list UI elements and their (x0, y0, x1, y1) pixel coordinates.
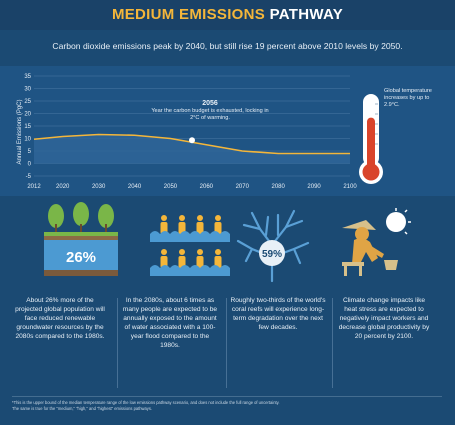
person-body (214, 256, 222, 268)
person-icon (215, 249, 221, 255)
y-tick-label: 10 (24, 137, 31, 143)
worker-heat-icon (342, 208, 411, 276)
y-tick-label: -5 (26, 174, 32, 180)
thermometer-text: Global temperature increases by up to 2.… (384, 88, 432, 108)
emissions-line (33, 133, 350, 155)
person-icon (197, 249, 203, 255)
y-tick-label: 5 (28, 149, 32, 155)
groundwater-percent-badge: 26% (66, 249, 96, 266)
coral-reef-icon: 59% (236, 209, 310, 283)
page-title: MEDIUM EMISSIONS PATHWAY (0, 0, 455, 30)
fact-flood-text: In the 2080s, about 6 times as many peop… (122, 297, 218, 349)
x-tick-label: 2090 (307, 184, 321, 190)
title-bar: MEDIUM EMISSIONS PATHWAY (0, 0, 455, 30)
y-tick-label: 25 (24, 99, 31, 105)
x-tick-label: 2080 (272, 184, 286, 190)
person-icon (179, 215, 185, 221)
chart-annotation: 2056 Year the carbon budget is exhausted… (150, 100, 270, 122)
x-tick-label: 2070 (236, 184, 250, 190)
footnote-line-2: The same is true for the "medium," "high… (12, 406, 153, 411)
x-tick-label: 2030 (92, 184, 106, 190)
x-tick-label: 2060 (200, 184, 214, 190)
person-body (214, 222, 222, 234)
thermometer-icon (359, 94, 383, 184)
person-icon (197, 215, 203, 221)
person-body (160, 222, 168, 234)
person-body (196, 256, 204, 268)
y-tick-label: 30 (24, 87, 31, 93)
person-body (178, 222, 186, 234)
x-tick-label: 2050 (164, 184, 178, 190)
person-icon (179, 249, 185, 255)
coral-percent-badge: 59% (262, 249, 282, 260)
y-tick-label: 0 (28, 162, 32, 168)
annotation-text: Year the carbon budget is exhausted, loc… (151, 108, 269, 121)
y-tick-label: 20 (24, 112, 31, 118)
emissions-area (34, 134, 350, 164)
title-suffix: PATHWAY (269, 6, 344, 23)
chart-band (0, 66, 455, 196)
person-body (160, 256, 168, 268)
subtitle: Carbon dioxide emissions peak by 2040, b… (52, 41, 403, 51)
footnote-rule (12, 396, 442, 397)
groundwater-trees-icon: 26% (44, 202, 118, 276)
y-tick-label: 35 (24, 74, 31, 80)
x-tick-label: 2020 (56, 184, 70, 190)
title-highlight: MEDIUM EMISSIONS (111, 6, 266, 23)
fact-groundwater-text: About 26% more of the projected global p… (15, 297, 105, 340)
annotation-year: 2056 (202, 100, 218, 107)
footnote-line-1: *This is the upper bound of the median t… (12, 400, 280, 405)
person-icon (215, 215, 221, 221)
person-body (178, 256, 186, 268)
x-tick-label: 2012 (27, 184, 41, 190)
x-tick-label: 2100 (343, 184, 357, 190)
fact-productivity-text: Climate change impacts like heat stress … (338, 297, 430, 340)
emissions-chart: 35 30 25 20 15 10 5 0 -5 2012 2020 2030 2040 2050 206… (0, 66, 455, 196)
person-icon (161, 249, 167, 255)
person-body (196, 222, 204, 234)
y-axis-label: Annual Emissions (PgC) (17, 99, 23, 164)
divider (226, 298, 227, 388)
flood-people-icon (150, 215, 230, 276)
divider (117, 298, 118, 388)
person-icon (161, 215, 167, 221)
y-tick-label: 15 (24, 124, 31, 130)
footnote: *This is the upper bound of the median t… (12, 400, 442, 412)
annotation-marker (189, 137, 195, 144)
x-tick-label: 2040 (128, 184, 142, 190)
divider (332, 298, 333, 388)
fact-coral-text: Roughly two-thirds of the world's coral … (230, 297, 326, 331)
